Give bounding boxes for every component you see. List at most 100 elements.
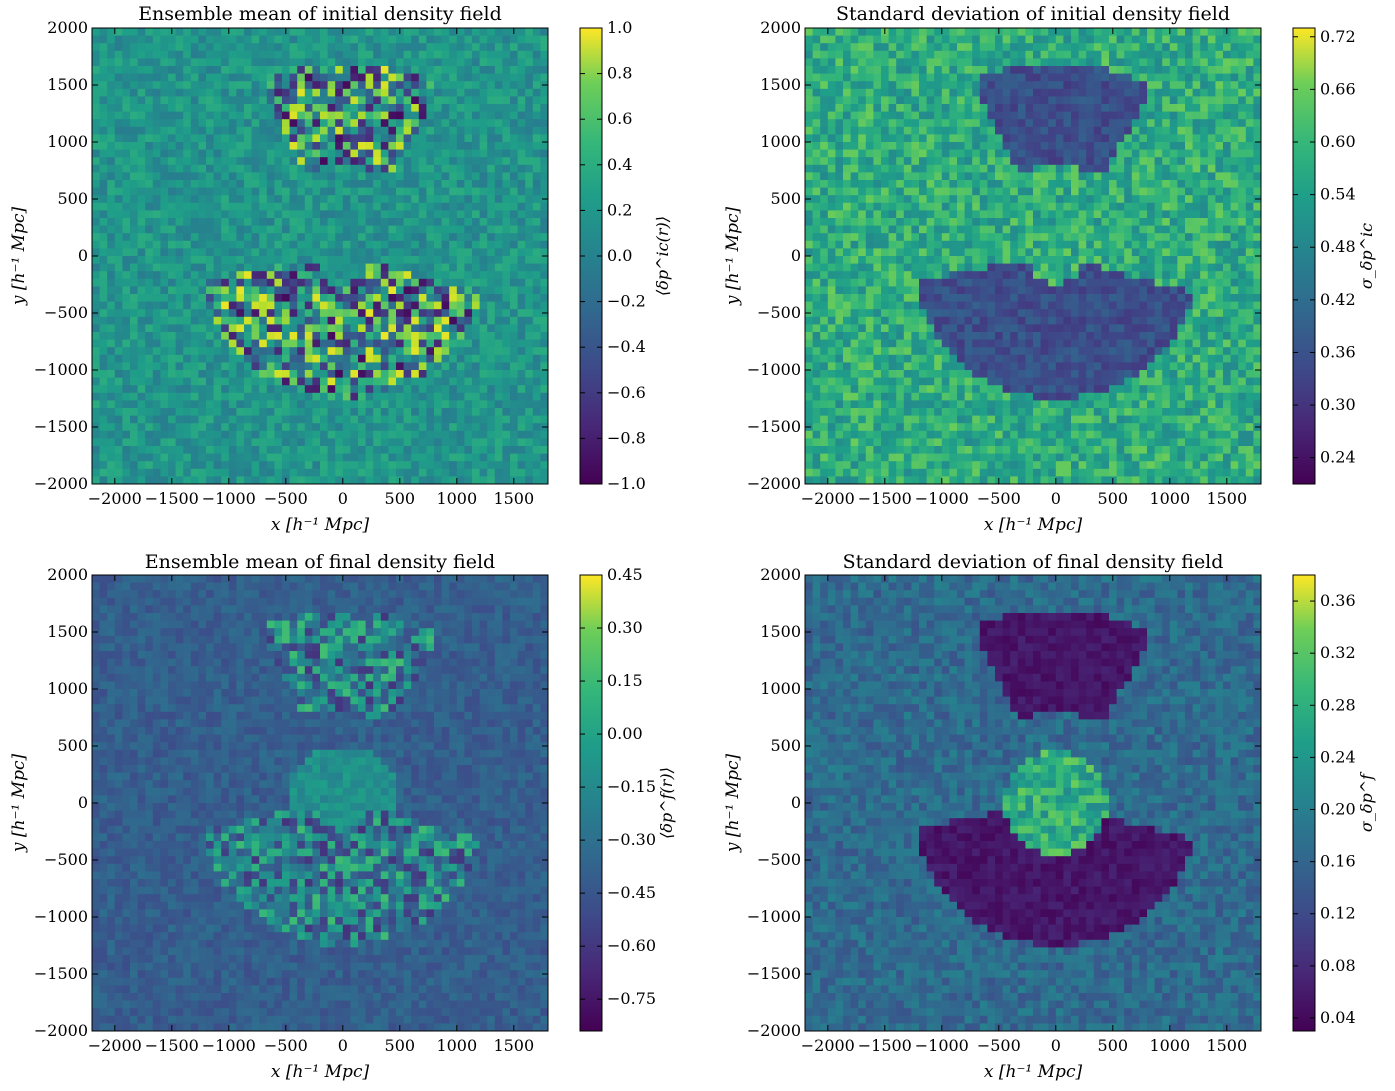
heatmap-cell	[328, 119, 336, 127]
heatmap-cell	[320, 210, 328, 218]
heatmap-cell	[107, 28, 115, 36]
heatmap-cell	[115, 385, 123, 393]
heatmap-cell	[472, 370, 480, 378]
heatmap-cell	[206, 347, 214, 355]
heatmap-cell	[464, 469, 472, 477]
heatmap-cell	[305, 469, 313, 477]
heatmap-cell	[153, 347, 161, 355]
heatmap-cell	[92, 438, 100, 446]
heatmap-cell	[350, 431, 358, 439]
heatmap-cell	[358, 332, 366, 340]
heatmap-cell	[290, 294, 298, 302]
heatmap-cell	[92, 119, 100, 127]
heatmap-cell	[343, 476, 351, 484]
heatmap-cell	[168, 469, 176, 477]
heatmap-cell	[122, 378, 130, 386]
heatmap-cell	[221, 241, 229, 249]
heatmap-cell	[138, 127, 146, 135]
heatmap-cell	[464, 378, 472, 386]
heatmap-cell	[533, 119, 541, 127]
heatmap-cell	[480, 51, 488, 59]
heatmap-cell	[1155, 157, 1163, 165]
heatmap-cell	[312, 43, 320, 51]
heatmap-cell	[335, 28, 343, 36]
heatmap-cell	[1079, 172, 1087, 180]
heatmap-cell	[343, 431, 351, 439]
heatmap-cell	[183, 476, 191, 484]
heatmap-cell	[320, 119, 328, 127]
heatmap-cell	[1124, 150, 1132, 158]
heatmap-cell	[1109, 134, 1117, 142]
heatmap-cell	[472, 210, 480, 218]
heatmap-cell	[858, 157, 866, 165]
heatmap-cell	[442, 446, 450, 454]
heatmap-cell	[927, 157, 935, 165]
heatmap-cell	[282, 264, 290, 272]
heatmap-cell	[236, 431, 244, 439]
heatmap-cell	[464, 203, 472, 211]
heatmap-cell	[282, 210, 290, 218]
heatmap-cell	[343, 165, 351, 173]
heatmap-cell	[805, 74, 813, 82]
heatmap-cell	[343, 271, 351, 279]
heatmap-cell	[1101, 142, 1109, 150]
heatmap-cell	[533, 286, 541, 294]
heatmap-cell	[813, 36, 821, 44]
heatmap-cell	[92, 454, 100, 462]
heatmap-cell	[502, 256, 510, 264]
heatmap-cell	[457, 74, 465, 82]
heatmap-cell	[495, 309, 503, 317]
heatmap-cell	[350, 324, 358, 332]
heatmap-cell	[1162, 89, 1170, 97]
heatmap-cell	[449, 454, 457, 462]
heatmap-cell	[404, 36, 412, 44]
heatmap-cell	[122, 119, 130, 127]
heatmap-cell	[480, 157, 488, 165]
heatmap-cell	[813, 150, 821, 158]
heatmap-cell	[434, 210, 442, 218]
heatmap-cell	[115, 302, 123, 310]
heatmap-cell	[1124, 127, 1132, 135]
heatmap-cell	[457, 218, 465, 226]
heatmap-cell	[972, 36, 980, 44]
heatmap-cell	[510, 51, 518, 59]
heatmap-cell	[533, 438, 541, 446]
heatmap-cell	[820, 112, 828, 120]
heatmap-cell	[160, 51, 168, 59]
heatmap-cell	[828, 36, 836, 44]
heatmap-cell	[540, 340, 548, 348]
heatmap-cell	[153, 180, 161, 188]
heatmap-cell	[919, 127, 927, 135]
heatmap-cell	[1010, 142, 1018, 150]
heatmap-cell	[404, 317, 412, 325]
heatmap-cell	[881, 127, 889, 135]
heatmap-cell	[1101, 165, 1109, 173]
heatmap-cell	[267, 385, 275, 393]
heatmap-cell	[282, 89, 290, 97]
heatmap-cell	[160, 347, 168, 355]
heatmap-cell	[1215, 112, 1223, 120]
heatmap-cell	[366, 302, 374, 310]
heatmap-cell	[320, 340, 328, 348]
heatmap-cell	[328, 423, 336, 431]
heatmap-cell	[373, 302, 381, 310]
heatmap-cell	[442, 203, 450, 211]
heatmap-cell	[388, 157, 396, 165]
heatmap-cell	[122, 317, 130, 325]
heatmap-cell	[1094, 66, 1102, 74]
heatmap-cell	[1109, 66, 1117, 74]
heatmap-cell	[183, 279, 191, 287]
heatmap-cell	[92, 218, 100, 226]
heatmap-cell	[366, 393, 374, 401]
heatmap-cell	[107, 172, 115, 180]
heatmap-cell	[1048, 127, 1056, 135]
heatmap-cell	[510, 438, 518, 446]
heatmap-cell	[1010, 104, 1018, 112]
heatmap-cell	[1139, 119, 1147, 127]
heatmap-cell	[100, 58, 108, 66]
heatmap-cell	[176, 355, 184, 363]
heatmap-cell	[312, 36, 320, 44]
heatmap-cell	[533, 203, 541, 211]
heatmap-cell	[335, 408, 343, 416]
heatmap-cell	[191, 248, 199, 256]
